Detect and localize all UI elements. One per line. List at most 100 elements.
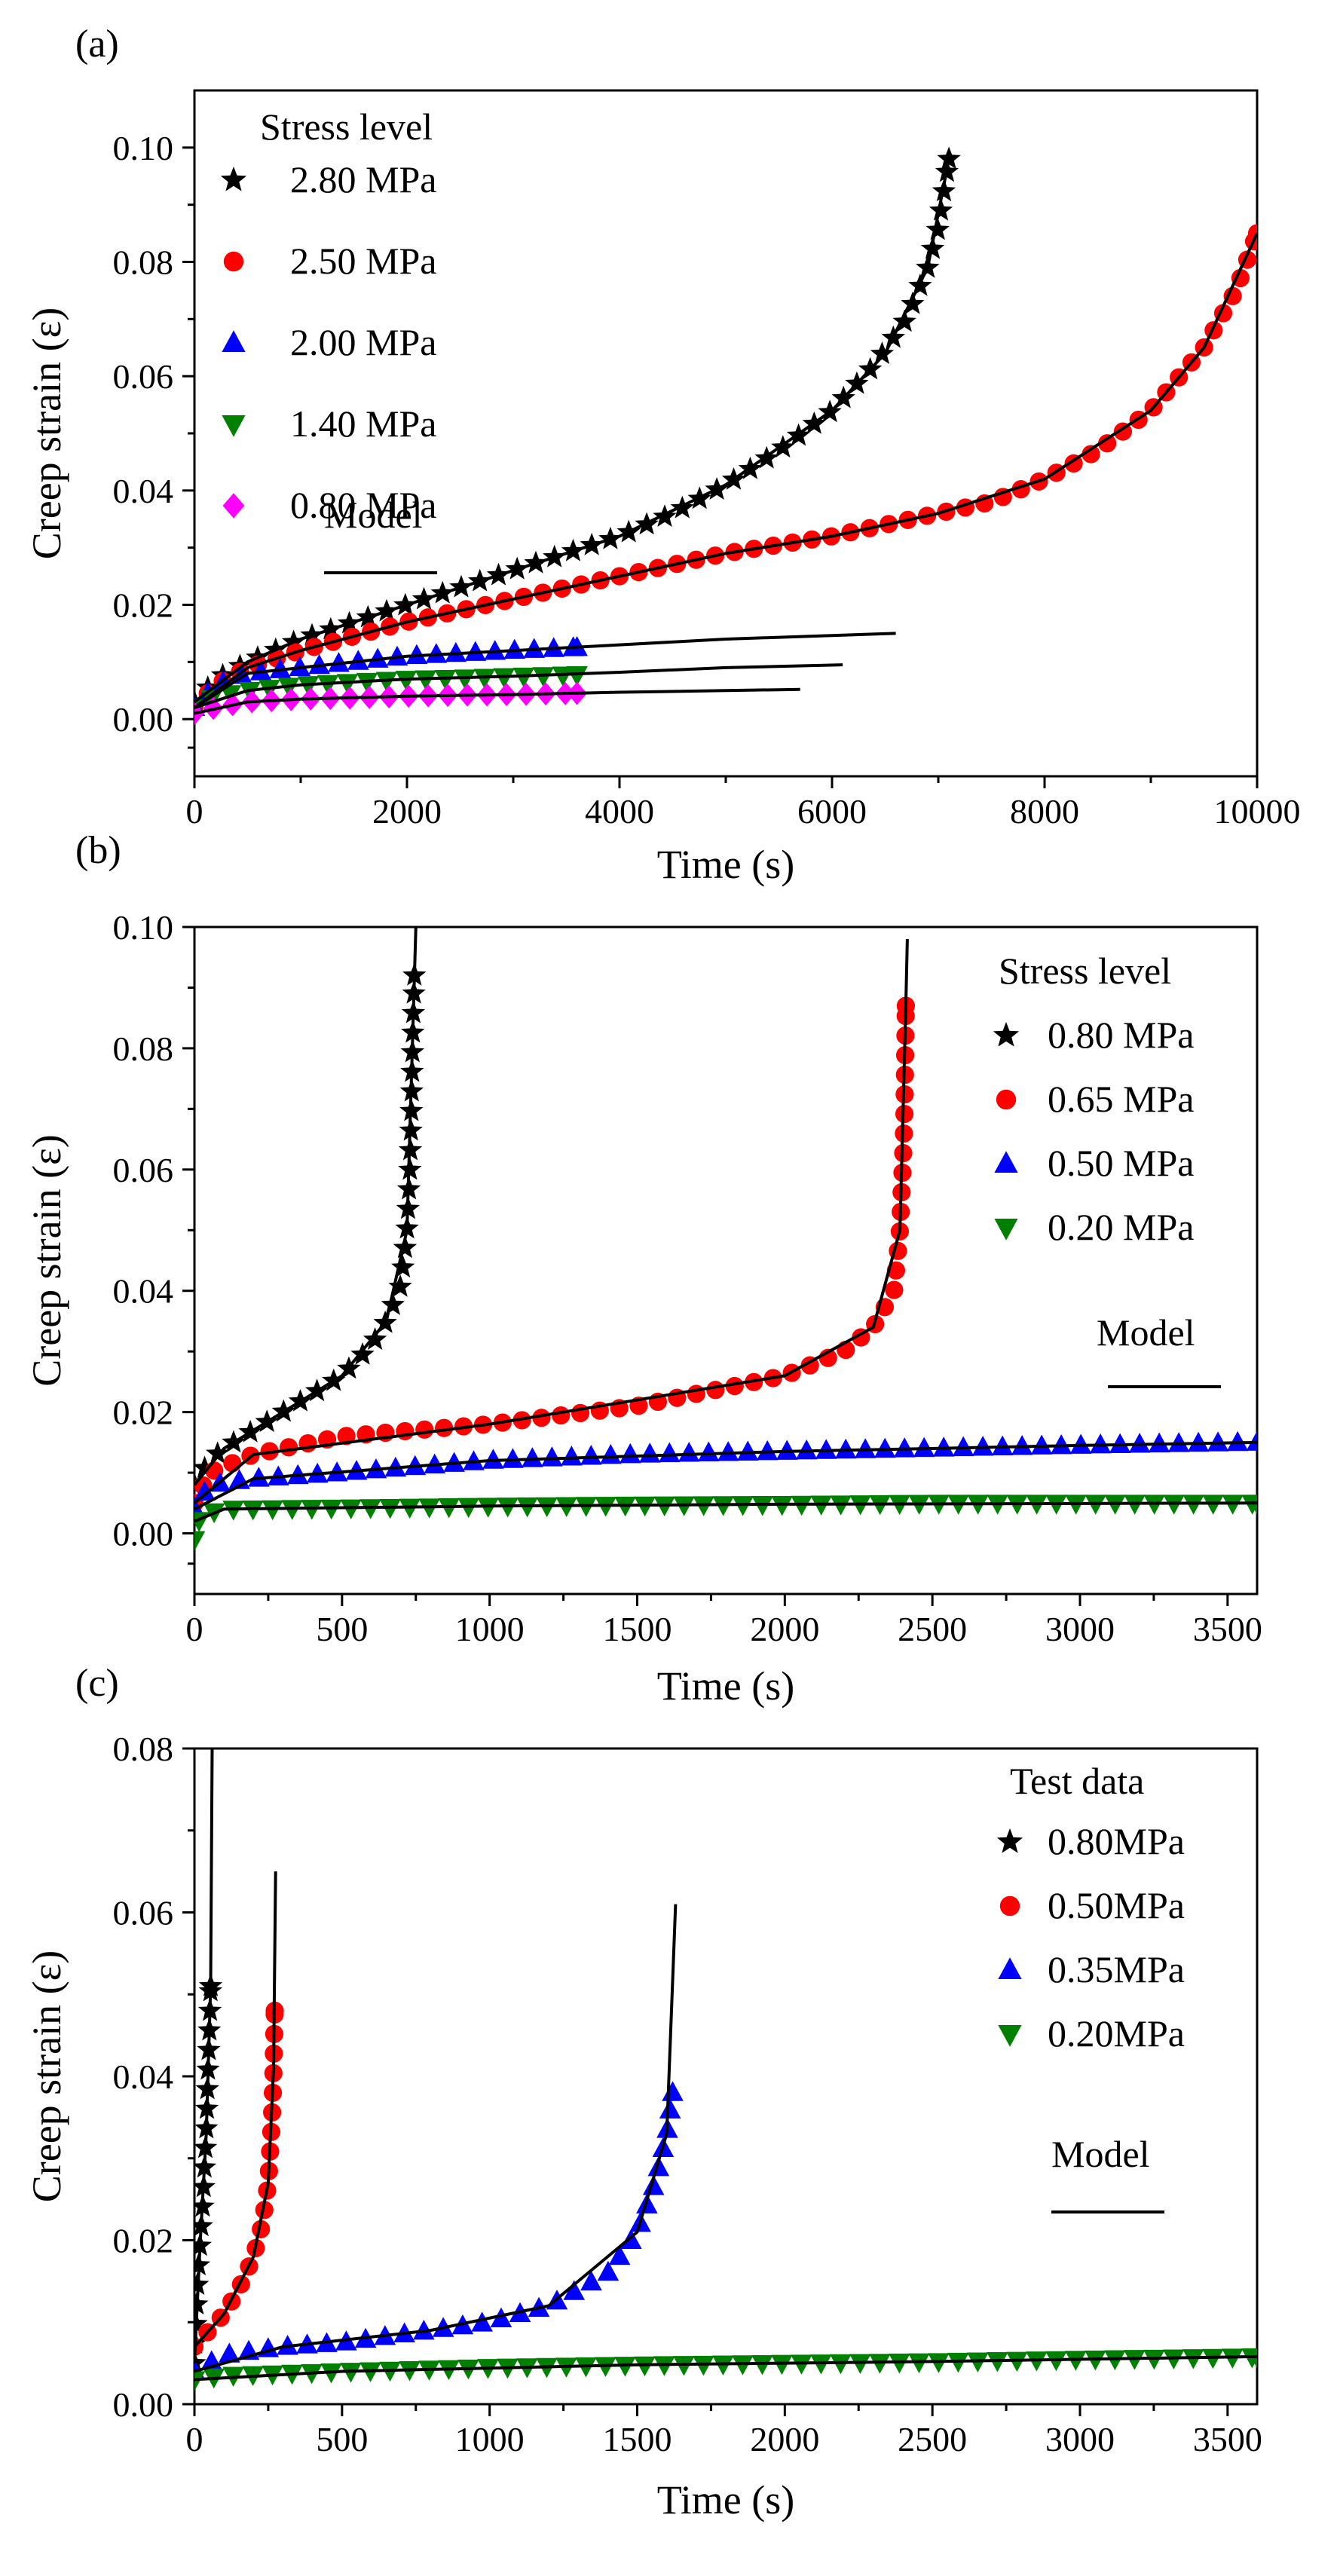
legend-entry: 0.65 MPa (1048, 1078, 1194, 1120)
data-point (379, 1498, 401, 1519)
y-axis-label: Creep strain (ε) (24, 1134, 69, 1387)
data-point (566, 666, 588, 687)
x-tick-label: 2500 (898, 1610, 967, 1648)
data-point (563, 2280, 586, 2300)
legend-entry: 1.40 MPa (290, 402, 436, 445)
data-point (206, 1441, 230, 1464)
data-point (712, 2355, 734, 2376)
model-curve-3 (194, 1904, 678, 2373)
legend: Stress level 0.80 MPa 0.65 MPa 0.50 MPa 0.20… (993, 950, 1221, 1388)
data-point (425, 643, 448, 663)
data-point (776, 1439, 798, 1460)
y-tick-label: 0.00 (113, 700, 174, 739)
data-point (1246, 1495, 1257, 1515)
data-point (849, 2354, 871, 2374)
data-point (194, 2213, 213, 2237)
x-tick-label: 2000 (750, 2420, 819, 2458)
x-tick-label: 6000 (797, 792, 867, 831)
x-tick-label: 0 (186, 792, 203, 831)
data-point (791, 2354, 812, 2375)
data-point (218, 2342, 240, 2363)
data-point (658, 1442, 681, 1463)
data-point (597, 2260, 620, 2281)
y-tick-label: 0.10 (113, 129, 174, 167)
x-tick-label: 2000 (750, 1610, 819, 1648)
data-point (815, 1439, 837, 1459)
data-point (493, 668, 516, 689)
legend-marker (998, 1957, 1022, 1979)
chart-panel-2: (b) 0 500 1000 1500 2000 2500 3000 3500 0.00 0.02 0… (24, 829, 1262, 1709)
series-3 (194, 635, 588, 716)
legend-entry: 0.20 MPa (1048, 1206, 1194, 1248)
data-point (395, 671, 418, 691)
y-tick-label: 0.06 (113, 1151, 174, 1189)
legend-entry: 0.35MPa (1048, 1948, 1185, 1990)
data-point (259, 680, 280, 700)
legend-marker (223, 251, 244, 272)
data-point (619, 1442, 641, 1464)
data-point (697, 1441, 720, 1462)
series-2 (194, 224, 1257, 717)
data-point (1128, 1433, 1151, 1453)
legend-entry: 0.50 MPa (1048, 1142, 1194, 1184)
data-point (987, 2352, 1008, 2373)
data-point (194, 2371, 206, 2391)
x-tick-label: 1500 (603, 2420, 672, 2458)
data-point (662, 2081, 684, 2101)
data-point (706, 1381, 725, 1400)
x-tick-label: 2000 (372, 792, 442, 831)
model-curve-1 (194, 1748, 214, 2363)
data-point (580, 1445, 602, 1465)
data-point (223, 1454, 242, 1473)
data-point (347, 650, 369, 670)
plot-frame (193, 925, 1259, 1595)
legend-marker (993, 1022, 1020, 1047)
data-point (608, 2244, 631, 2265)
data-point (194, 1480, 216, 1501)
data-point (771, 1495, 793, 1516)
data-point (712, 1496, 734, 1516)
data-point (532, 667, 555, 687)
data-point (1006, 2351, 1028, 2372)
data-point (490, 2307, 512, 2328)
legend-entry: 0.80MPa (1048, 1820, 1185, 1862)
y-tick-label: 0.00 (113, 1515, 174, 1553)
data-point (222, 1501, 244, 1521)
y-tick-label: 0.02 (113, 586, 174, 625)
data-point (830, 2354, 852, 2375)
data-point (932, 1436, 955, 1457)
model-curve-3 (194, 1440, 1257, 1511)
data-point (1222, 1495, 1244, 1515)
data-point (418, 1498, 440, 1519)
model-curve-2 (194, 1871, 277, 2348)
data-point (971, 1436, 994, 1456)
data-point (252, 2220, 271, 2238)
data-point (415, 1420, 434, 1439)
data-point (464, 641, 487, 661)
legend-marker (996, 1089, 1017, 1110)
data-point (516, 1497, 538, 1518)
legend-model-label: Model (324, 494, 423, 536)
data-point (445, 641, 467, 662)
data-point (869, 2354, 891, 2374)
data-point (262, 1500, 283, 1521)
legend-marker (994, 1151, 1018, 1173)
data-point (736, 1440, 759, 1461)
data-point (854, 1438, 877, 1458)
x-tick-label: 3500 (1193, 2420, 1262, 2458)
data-point (693, 2355, 714, 2376)
data-point (435, 1418, 454, 1437)
y-tick-label: 0.06 (113, 1894, 174, 1932)
legend-entry: 0.80 MPa (1048, 1014, 1194, 1056)
data-point (541, 1446, 563, 1467)
legend-model-label: Model (1097, 1311, 1195, 1354)
data-point (477, 1498, 499, 1518)
data-point (388, 1274, 412, 1297)
legend-entry: 2.00 MPa (290, 321, 436, 363)
model-curve-4 (194, 663, 843, 709)
legend-entry: 0.20MPa (1048, 2012, 1185, 2054)
data-point (1231, 268, 1250, 288)
data-point (913, 1436, 935, 1458)
x-tick-label: 3000 (1045, 2420, 1115, 2458)
